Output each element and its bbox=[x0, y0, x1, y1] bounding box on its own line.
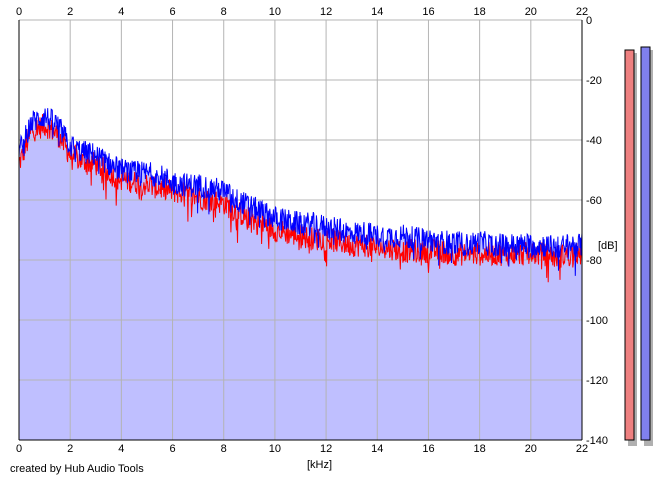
x-tick-label-top-1: 2 bbox=[67, 6, 73, 18]
x-tick-label-bottom-6: 12 bbox=[320, 443, 332, 455]
x-tick-label-top-7: 14 bbox=[371, 6, 383, 18]
x-tick-label-bottom-4: 8 bbox=[221, 443, 227, 455]
y-tick-label-2: -40 bbox=[586, 135, 602, 147]
y-tick-label-7: -140 bbox=[586, 435, 608, 447]
y-tick-label-4: -80 bbox=[586, 255, 602, 267]
x-tick-label-bottom-3: 6 bbox=[169, 443, 175, 455]
x-tick-label-top-10: 20 bbox=[525, 6, 537, 18]
series-line-0 bbox=[18, 114, 583, 283]
y-tick-label-1: -20 bbox=[586, 75, 602, 87]
x-tick-label-top-11: 22 bbox=[576, 6, 588, 18]
x-tick-label-top-6: 12 bbox=[320, 6, 332, 18]
x-tick-label-top-8: 16 bbox=[422, 6, 434, 18]
x-tick-label-bottom-0: 0 bbox=[16, 443, 22, 455]
x-tick-label-bottom-5: 10 bbox=[269, 443, 281, 455]
x-tick-label-top-2: 4 bbox=[118, 6, 124, 18]
level-meter-left bbox=[624, 49, 635, 441]
x-axis-label: [kHz] bbox=[307, 459, 332, 471]
x-tick-label-bottom-7: 14 bbox=[371, 443, 383, 455]
x-tick-label-bottom-8: 16 bbox=[422, 443, 434, 455]
x-tick-label-top-9: 18 bbox=[474, 6, 486, 18]
series-line-1 bbox=[18, 108, 583, 276]
credit-text: created by Hub Audio Tools bbox=[10, 463, 144, 475]
y-tick-label-6: -120 bbox=[586, 375, 608, 387]
y-tick-label-3: -60 bbox=[586, 195, 602, 207]
y-axis-label: [dB] bbox=[598, 240, 618, 252]
x-tick-label-top-4: 8 bbox=[221, 6, 227, 18]
x-tick-label-bottom-2: 4 bbox=[118, 443, 124, 455]
y-tick-label-0: 0 bbox=[586, 15, 592, 27]
x-tick-label-top-5: 10 bbox=[269, 6, 281, 18]
y-tick-label-5: -100 bbox=[586, 315, 608, 327]
x-tick-label-top-3: 6 bbox=[169, 6, 175, 18]
level-meter-right bbox=[640, 46, 651, 441]
x-tick-label-bottom-1: 2 bbox=[67, 443, 73, 455]
x-tick-label-bottom-10: 20 bbox=[525, 443, 537, 455]
x-tick-label-top-0: 0 bbox=[16, 6, 22, 18]
x-tick-label-bottom-11: 22 bbox=[576, 443, 588, 455]
x-tick-label-bottom-9: 18 bbox=[474, 443, 486, 455]
